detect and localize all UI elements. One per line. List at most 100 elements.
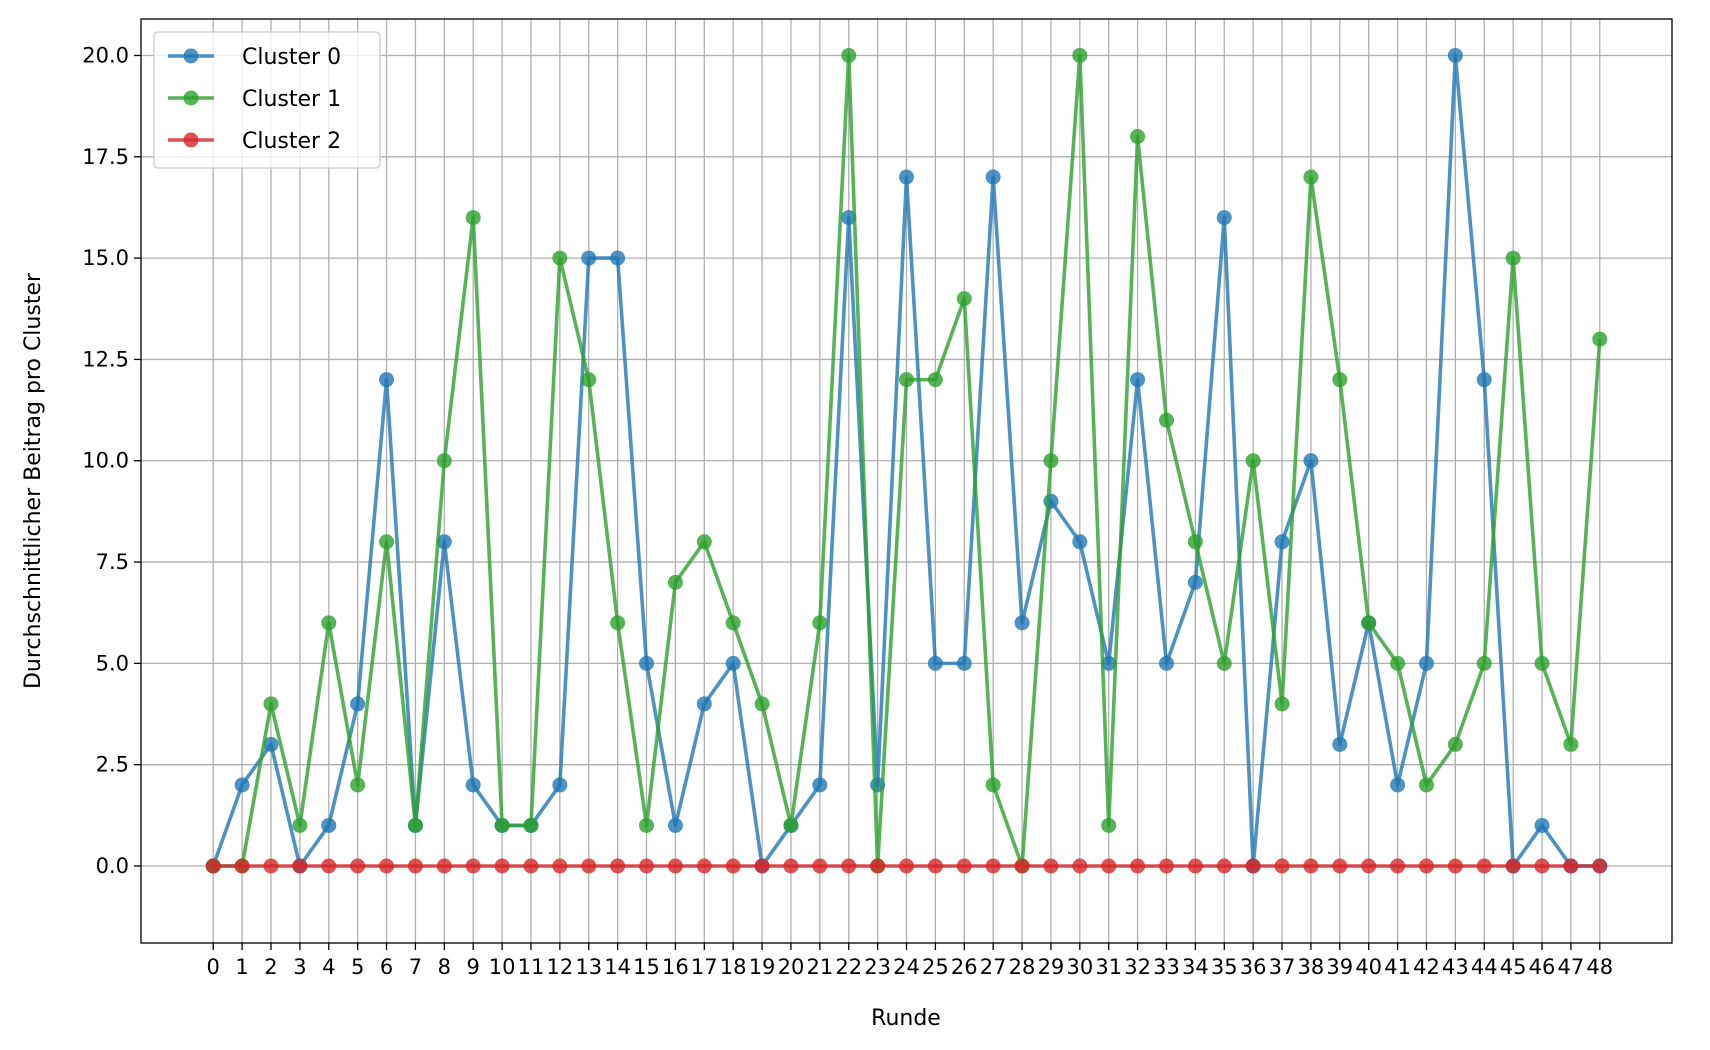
data-point [1130,129,1146,145]
data-point [610,615,626,631]
x-tick-label: 10 [489,955,516,979]
data-point [1303,169,1319,185]
x-tick-label: 34 [1182,955,1209,979]
data-point [870,858,886,874]
data-point [581,250,597,266]
x-tick-label: 35 [1211,955,1238,979]
x-tick-label: 26 [951,955,978,979]
data-point [667,817,683,833]
data-point [321,858,337,874]
data-point [812,615,828,631]
data-point [725,615,741,631]
x-tick-label: 28 [1009,955,1036,979]
data-point [1216,858,1232,874]
data-point [667,574,683,590]
data-point [1245,453,1261,469]
data-point [899,372,914,388]
data-point [379,372,395,388]
series-1 [205,47,1608,874]
data-point [1505,250,1521,266]
data-point [292,858,308,874]
x-tick-label: 14 [604,955,631,979]
y-tick-label: 2.5 [96,753,129,777]
data-point [812,858,828,874]
x-tick-label: 45 [1500,955,1527,979]
legend-label: Cluster 0 [242,45,341,70]
data-point [1158,858,1174,874]
series-2 [205,858,1608,874]
data-point [783,817,799,833]
data-point [552,777,568,793]
data-point [1072,858,1088,874]
data-point [436,453,452,469]
x-tick-label: 2 [264,955,277,979]
x-tick-label: 22 [835,955,862,979]
data-point [263,736,279,752]
legend-box [153,31,381,169]
x-tick-label: 21 [806,955,833,979]
legend-label: Cluster 2 [242,129,341,154]
data-point [379,534,395,550]
data-point [1187,534,1203,550]
x-tick-label: 44 [1471,955,1498,979]
data-point [1332,736,1348,752]
data-point [1101,858,1117,874]
y-tick-label: 5.0 [96,651,129,675]
data-point [1303,453,1319,469]
data-point [1534,858,1550,874]
legend-marker [183,48,199,64]
data-point [1332,858,1348,874]
data-point [350,696,366,712]
y-tick-label: 10.0 [82,449,129,473]
y-axis-label: Durchschnittlicher Beitrag pro Cluster [21,272,46,689]
data-point [581,372,597,388]
data-point [1245,858,1261,874]
y-tick-label: 0.0 [96,854,129,878]
data-point [407,858,423,874]
x-tick-label: 46 [1529,955,1556,979]
data-point [407,817,423,833]
x-axis-label: Runde [871,1006,941,1031]
data-point [754,858,770,874]
data-point [927,858,943,874]
data-point [639,817,655,833]
data-point [436,858,452,874]
x-tick-label: 7 [409,955,422,979]
series-group [205,47,1608,874]
data-point [1101,817,1117,833]
x-tick-label: 27 [980,955,1007,979]
x-tick-label: 11 [518,955,545,979]
data-point [1418,858,1434,874]
data-point [1390,655,1406,671]
x-tick-label: 19 [749,955,776,979]
legend-label: Cluster 1 [242,87,341,112]
data-point [1390,858,1406,874]
x-tick-label: 39 [1326,955,1353,979]
x-tick-label: 31 [1095,955,1122,979]
data-point [696,534,712,550]
data-point [1332,372,1348,388]
data-point [1187,858,1203,874]
data-point [263,858,279,874]
x-tick-label: 1 [235,955,248,979]
x-tick-label: 33 [1153,955,1180,979]
data-point [1274,534,1290,550]
x-tick-label: 42 [1413,955,1440,979]
data-point [927,372,943,388]
data-point [639,655,655,671]
data-point [494,858,510,874]
data-point [1476,858,1492,874]
data-point [985,777,1001,793]
data-point [725,655,741,671]
y-tick-label: 15.0 [82,246,129,270]
y-tick-label: 7.5 [96,550,129,574]
x-tick-label: 4 [322,955,335,979]
data-point [1418,777,1434,793]
x-tick-label: 48 [1586,955,1613,979]
data-point [581,858,597,874]
data-point [667,858,683,874]
x-tick-label: 38 [1298,955,1325,979]
x-tick-label: 32 [1124,955,1151,979]
data-point [292,817,308,833]
